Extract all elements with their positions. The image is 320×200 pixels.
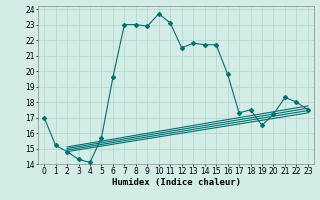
X-axis label: Humidex (Indice chaleur): Humidex (Indice chaleur) [111,178,241,187]
